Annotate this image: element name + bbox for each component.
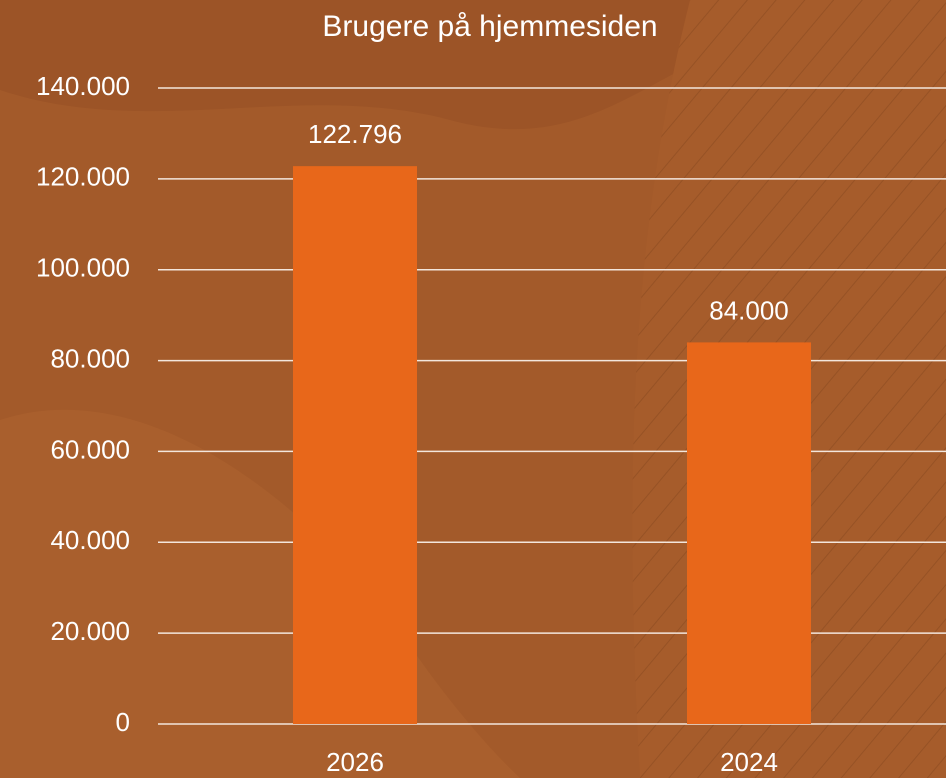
y-tick-label: 60.000	[50, 434, 130, 464]
data-label: 84.000	[709, 295, 789, 325]
y-tick-label: 0	[116, 707, 130, 737]
y-tick-label: 100.000	[36, 253, 130, 283]
y-tick-label: 120.000	[36, 162, 130, 192]
x-tick-label: 2024	[720, 747, 778, 777]
data-label: 122.796	[308, 119, 402, 149]
y-tick-label: 80.000	[50, 343, 130, 373]
y-tick-label: 140.000	[36, 71, 130, 101]
chart-title: Brugere på hjemmesiden	[322, 10, 657, 43]
y-tick-label: 20.000	[50, 616, 130, 646]
x-tick-label: 2026	[326, 747, 384, 777]
bar	[687, 342, 811, 724]
y-tick-label: 40.000	[50, 525, 130, 555]
bar	[293, 166, 417, 724]
background-shape	[0, 0, 700, 130]
